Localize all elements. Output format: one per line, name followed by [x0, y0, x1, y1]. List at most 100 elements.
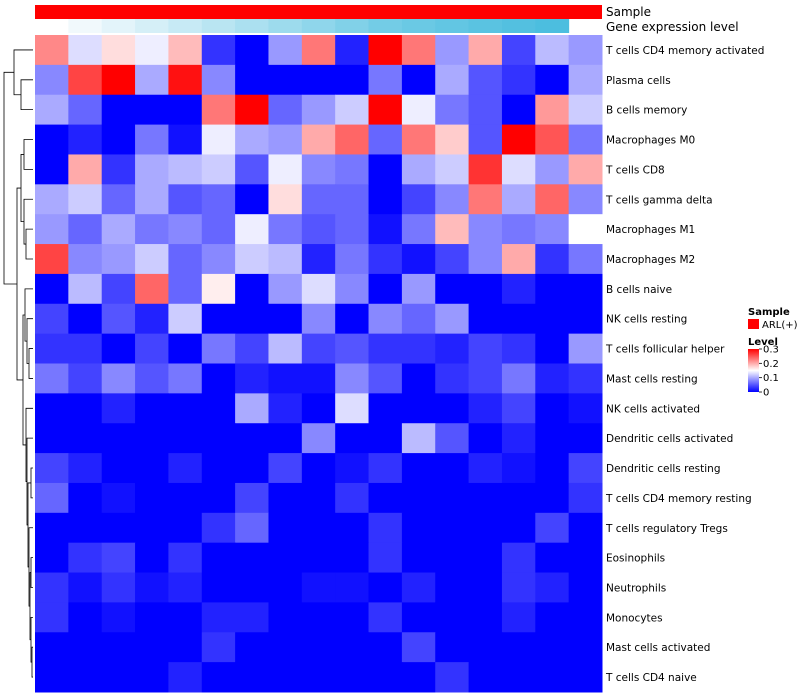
row-label: Mast cells resting	[606, 373, 698, 385]
gene-expression-annotation-cell	[101, 19, 136, 33]
heatmap-cell	[568, 572, 603, 603]
heatmap-cell	[301, 154, 336, 185]
heatmap-cell	[135, 453, 169, 484]
heatmap-cell	[535, 542, 570, 574]
heatmap-cell	[301, 363, 336, 394]
heatmap-cell	[501, 154, 536, 185]
heatmap-cell	[35, 393, 69, 424]
heatmap-cell	[68, 632, 103, 663]
heatmap-cell	[568, 303, 603, 335]
row-label: T cells follicular helper	[605, 344, 725, 356]
heatmap-cell	[235, 303, 269, 335]
heatmap-cell	[101, 632, 136, 663]
heatmap-cell	[401, 214, 436, 245]
dendrogram-branch	[20, 154, 24, 223]
heatmap-cell	[468, 662, 503, 693]
heatmap-cell	[535, 453, 570, 484]
heatmap-cell	[468, 632, 503, 663]
heatmap-cell	[568, 244, 603, 275]
heatmap-cell	[301, 214, 336, 245]
heatmap-cell	[368, 393, 403, 424]
heatmap-cell	[201, 124, 236, 155]
heatmap-cell	[568, 662, 603, 693]
heatmap-cell	[268, 154, 303, 185]
heatmap-cell	[268, 64, 303, 96]
heatmap-cell	[35, 333, 69, 364]
heatmap-cell	[268, 214, 303, 245]
heatmap-cell	[301, 632, 336, 663]
heatmap-cell	[68, 453, 103, 484]
heatmap-cell	[435, 154, 470, 185]
heatmap-cell	[101, 482, 136, 514]
heatmap-cell	[201, 453, 236, 484]
heatmap-cell	[401, 303, 436, 335]
heatmap-cell	[135, 333, 169, 364]
heatmap-cell	[68, 214, 103, 245]
heatmap-cell	[501, 363, 536, 394]
heatmap-cell	[468, 35, 503, 66]
gene-expression-annotation-cell	[268, 19, 303, 33]
dendrogram-branch	[31, 646, 33, 678]
heatmap-cell	[468, 542, 503, 574]
dendrogram-branch	[30, 557, 33, 588]
heatmap-cell	[568, 124, 603, 155]
heatmap-cell	[535, 572, 570, 603]
heatmap-cell	[201, 423, 236, 454]
heatmap-cell	[435, 542, 470, 574]
heatmap-cell	[335, 662, 370, 693]
dendrogram-branch	[26, 318, 33, 364]
heatmap-cell	[535, 632, 570, 663]
heatmap-cell	[368, 154, 403, 185]
heatmap-cell	[101, 363, 136, 394]
heatmap-cell	[168, 512, 203, 544]
heatmap-cell	[68, 393, 103, 424]
heatmap-cell	[268, 602, 303, 633]
heatmap-cell	[568, 453, 603, 484]
heatmap-cell	[535, 273, 570, 305]
heatmap-cell	[368, 303, 403, 335]
heatmap-cell	[135, 482, 169, 514]
heatmap-cell	[101, 214, 136, 245]
heatmap-cell	[435, 273, 470, 305]
heatmap-cell	[535, 333, 570, 364]
heatmap-cell	[68, 572, 103, 603]
heatmap-cell	[135, 154, 169, 185]
gene-expression-track-label: Gene expression level	[606, 20, 739, 34]
heatmap-cell	[568, 184, 603, 215]
legend-tick-label: 0.1	[763, 373, 779, 384]
gene-expression-annotation-cell	[535, 19, 570, 33]
heatmap-cell	[35, 662, 69, 693]
heatmap-cell	[435, 512, 470, 544]
heatmap-cell	[468, 333, 503, 364]
heatmap-cell	[335, 512, 370, 544]
legend-sample-swatch	[748, 319, 759, 329]
heatmap-cell	[368, 363, 403, 394]
heatmap-cell	[35, 632, 69, 663]
row-label: Eosinophils	[606, 553, 665, 565]
heatmap-cell	[68, 602, 103, 633]
heatmap-cell	[568, 94, 603, 126]
heatmap-cell	[335, 184, 370, 215]
dendrogram-branch	[28, 348, 33, 379]
heatmap-cell	[468, 273, 503, 305]
heatmap-cell	[368, 64, 403, 96]
heatmap-cell	[235, 572, 269, 603]
heatmap-cell	[101, 124, 136, 155]
heatmap-cell	[201, 542, 236, 574]
heatmap-cell	[168, 94, 203, 126]
heatmap-cell	[435, 64, 470, 96]
heatmap-cell	[235, 94, 269, 126]
heatmap-cell	[168, 662, 203, 693]
heatmap-cell	[201, 154, 236, 185]
heatmap-cell	[501, 273, 536, 305]
legend-sample-entry: ARL(+)	[762, 320, 798, 331]
heatmap-cell	[301, 393, 336, 424]
heatmap-cell	[268, 303, 303, 335]
heatmap-cell	[135, 512, 169, 544]
heatmap-cell	[335, 333, 370, 364]
row-label: Mast cells activated	[606, 642, 710, 654]
gene-expression-annotation-cell	[68, 19, 103, 33]
heatmap-cell	[235, 393, 269, 424]
heatmap-cell	[535, 482, 570, 514]
heatmap-cell	[468, 602, 503, 633]
